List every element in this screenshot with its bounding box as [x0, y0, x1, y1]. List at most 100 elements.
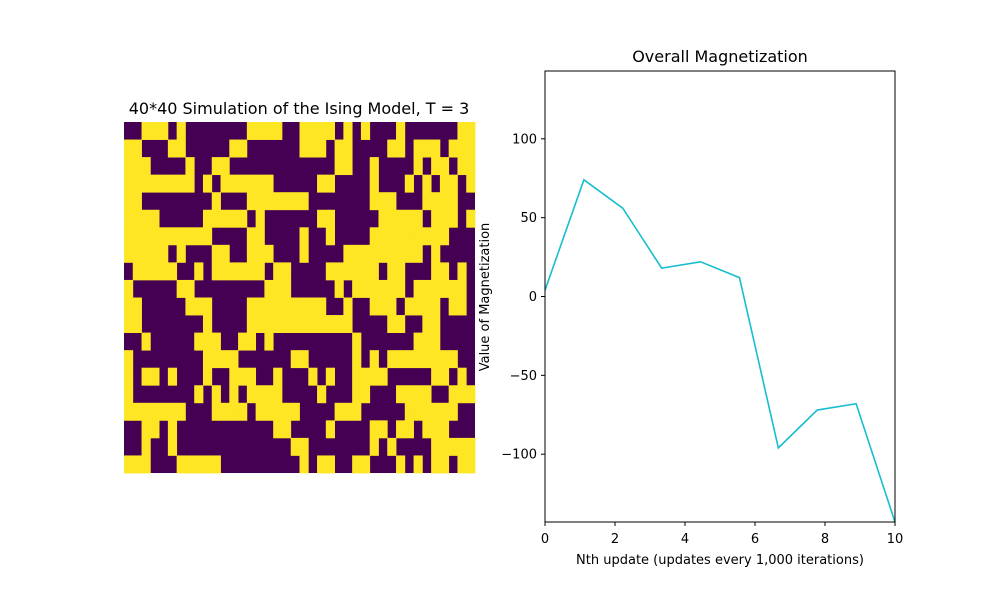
heatmap-cell-spin-up — [150, 367, 160, 377]
heatmap-cell-spin-up — [124, 455, 134, 465]
heatmap-cell-spin-up — [308, 130, 318, 140]
heatmap-cell-spin-up — [387, 446, 397, 456]
heatmap-cell-spin-up — [264, 323, 274, 333]
heatmap-cell-spin-up — [325, 174, 335, 184]
heatmap-cell-spin-up — [466, 183, 476, 193]
heatmap-cell-spin-up — [185, 279, 195, 290]
heatmap-cell-spin-up — [220, 411, 230, 421]
heatmap-cell-spin-up — [211, 341, 221, 351]
heatmap-cell-spin-up — [457, 148, 467, 158]
heatmap-cell-spin-up — [176, 288, 186, 298]
heatmap-cell-spin-up — [413, 306, 423, 316]
heatmap-cell-spin-up — [457, 262, 467, 272]
heatmap-cell-spin-up — [255, 218, 265, 228]
magnetization-line — [544, 178, 896, 523]
heatmap-cell-spin-up — [273, 323, 283, 333]
heatmap-cell-spin-up — [211, 244, 221, 255]
heatmap-cell-spin-up — [378, 279, 388, 290]
heatmap-cell-spin-up — [352, 376, 362, 386]
heatmap-cell-spin-up — [255, 271, 265, 281]
heatmap-cell-spin-up — [431, 332, 441, 342]
heatmap-cell-spin-up — [176, 130, 186, 140]
heatmap-cell-spin-up — [273, 376, 283, 386]
heatmap-cell-spin-up — [229, 358, 239, 369]
heatmap-cell-spin-up — [229, 350, 239, 360]
heatmap-cell-spin-up — [396, 385, 406, 395]
heatmap-cell-spin-up — [211, 200, 221, 211]
heatmap-cell-spin-up — [308, 323, 318, 333]
heatmap-cell-spin-up — [132, 244, 142, 255]
heatmap-cell-spin-up — [167, 183, 178, 193]
heatmap-cell-spin-up — [150, 218, 160, 228]
heatmap-cell-spin-up — [159, 262, 169, 272]
heatmap-cell-spin-up — [273, 279, 283, 290]
heatmap-cell-spin-up — [317, 148, 327, 158]
heatmap-cell-spin-up — [431, 437, 441, 448]
heatmap-cell-spin-up — [255, 209, 265, 219]
heatmap-cell-spin-up — [457, 130, 467, 140]
heatmap-cell-spin-up — [167, 262, 178, 272]
x-tick-label: 8 — [821, 532, 829, 547]
heatmap-cell-spin-up — [431, 455, 441, 465]
heatmap-cell-spin-up — [413, 165, 423, 176]
heatmap-cell-spin-up — [211, 411, 221, 421]
heatmap-cell-spin-up — [352, 288, 362, 298]
heatmap-cell-spin-up — [150, 253, 160, 263]
heatmap-cell-spin-up — [141, 376, 151, 386]
heatmap-cell-spin-up — [396, 236, 406, 246]
heatmap-cell-spin-up — [185, 288, 195, 298]
heatmap-cell-spin-up — [360, 376, 371, 386]
heatmap-cell-spin-up — [404, 411, 414, 421]
heatmap-cell-spin-up — [431, 244, 441, 255]
heatmap-cell-spin-up — [194, 341, 204, 351]
heatmap-cell-spin-up — [159, 236, 169, 246]
heatmap-cell-spin-up — [238, 411, 248, 421]
heatmap-cell-spin-up — [211, 192, 221, 202]
heatmap-cell-spin-up — [325, 262, 335, 272]
heatmap-cell-spin-up — [229, 183, 239, 193]
heatmap-cell-spin-up — [132, 139, 142, 149]
heatmap-cell-spin-up — [185, 464, 195, 474]
heatmap-cell-spin-up — [448, 411, 458, 421]
heatmap-cell-spin-up — [343, 148, 353, 158]
heatmap-cell-spin-up — [246, 332, 257, 342]
heatmap-cell-spin-up — [466, 157, 476, 167]
heatmap-cell-spin-up — [264, 279, 274, 290]
heatmap-cell-spin-up — [439, 209, 450, 219]
heatmap-cell-spin-up — [422, 148, 432, 158]
heatmap-cell-spin-up — [132, 236, 142, 246]
heatmap-cell-spin-up — [413, 236, 423, 246]
heatmap-cell-spin-up — [229, 411, 239, 421]
heatmap-cell-spin-up — [457, 437, 467, 448]
heatmap-cell-spin-up — [396, 288, 406, 298]
heatmap-cell-spin-up — [220, 157, 230, 167]
heatmap-cell-spin-up — [229, 376, 239, 386]
heatmap-cell-spin-up — [404, 209, 414, 219]
heatmap-cell-spin-up — [159, 411, 169, 421]
heatmap-cell-spin-up — [325, 130, 335, 140]
heatmap-cell-spin-up — [422, 183, 432, 193]
heatmap-cell-spin-up — [413, 464, 423, 474]
heatmap-cell-spin-up — [396, 455, 406, 465]
heatmap-cell-spin-up — [431, 218, 441, 228]
heatmap-cell-spin-up — [176, 411, 186, 421]
y-tick-label: 50 — [520, 211, 537, 226]
heatmap-cell-spin-up — [299, 306, 309, 316]
heatmap-cell-spin-up — [132, 323, 142, 333]
heatmap-cell-spin-up — [422, 200, 432, 211]
heatmap-cell-spin-up — [273, 262, 283, 272]
heatmap-cell-spin-up — [202, 218, 213, 228]
heatmap-cell-spin-up — [273, 130, 283, 140]
heatmap-cell-spin-up — [150, 209, 160, 219]
heatmap-cell-spin-up — [141, 253, 151, 263]
heatmap-cell-spin-up — [255, 385, 265, 395]
heatmap-cell-spin-up — [457, 376, 467, 386]
heatmap-cell-spin-up — [369, 174, 379, 184]
heatmap-cell-spin-up — [264, 253, 274, 263]
heatmap-cell-spin-up — [290, 437, 300, 448]
heatmap-cell-spin-up — [299, 130, 309, 140]
heatmap-cell-spin-up — [132, 192, 142, 202]
heatmap-cell-spin-up — [387, 297, 397, 307]
heatmap-cell-spin-up — [404, 429, 414, 439]
heatmap-cell-spin-up — [220, 271, 230, 281]
